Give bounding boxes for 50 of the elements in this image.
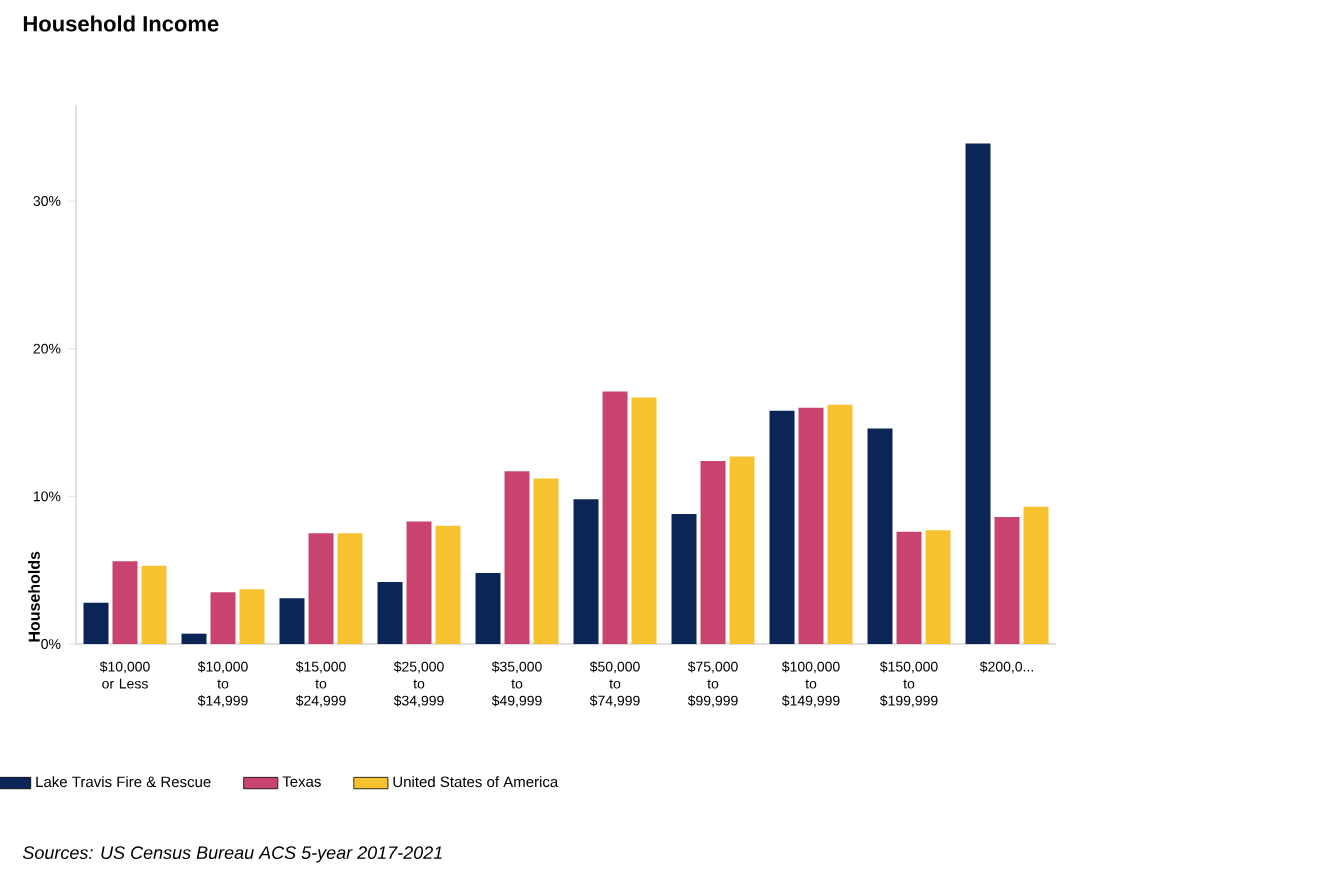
- x-tick-label: $35,000 to $49,999: [491, 661, 542, 708]
- bar: [631, 397, 657, 644]
- legend-label: Lake Travis Fire & Rescue: [36, 776, 211, 788]
- bar: [994, 517, 1020, 644]
- y-tick-label: 0%: [41, 639, 61, 649]
- x-tick-label: $10,000 or Less: [99, 661, 150, 689]
- source-note: Sources: US Census Bureau ACS 5-year 2017-2021: [22, 846, 442, 863]
- x-tick-label: $25,000 to $34,999: [393, 661, 444, 708]
- y-tick-label: 30%: [33, 196, 61, 206]
- legend-label: Texas: [282, 776, 321, 787]
- bar: [475, 573, 501, 644]
- bar: [827, 404, 853, 644]
- bar: [533, 478, 559, 644]
- x-tick-label: $75,000 to $99,999: [687, 661, 738, 708]
- x-tick-label: $200,0...: [979, 661, 1033, 674]
- bar: [729, 456, 755, 644]
- bar: [769, 410, 795, 644]
- bar: [671, 514, 697, 644]
- bar: [112, 561, 138, 644]
- bar: [377, 581, 403, 644]
- bar: [406, 521, 432, 644]
- bar: [279, 598, 305, 644]
- bar: [239, 589, 265, 644]
- chart-title: Household Income: [23, 15, 219, 32]
- bar: [896, 531, 922, 644]
- y-tick-label: 20%: [33, 343, 61, 354]
- x-tick-label: $10,000 to $14,999: [197, 661, 248, 708]
- bar: [435, 525, 461, 644]
- x-tick-label: $50,000 to $74,999: [589, 661, 640, 708]
- y-axis-title: Households: [28, 551, 40, 642]
- legend-label: United States of America: [393, 776, 559, 788]
- bar: [337, 533, 363, 644]
- bar: [504, 471, 530, 644]
- bar: [141, 565, 167, 644]
- bar: [210, 592, 236, 644]
- x-tick-label: $150,000 to $199,999: [879, 661, 938, 708]
- bar: [308, 533, 334, 644]
- bar: [798, 407, 824, 644]
- bar: [181, 633, 207, 644]
- x-tick-label: $15,000 to $24,999: [295, 661, 346, 708]
- bar: [700, 460, 726, 644]
- bar: [925, 530, 951, 644]
- bar: [1023, 506, 1049, 644]
- x-tick-label: $100,000 to $149,999: [781, 661, 840, 708]
- bar: [573, 499, 599, 644]
- bar: [965, 143, 991, 644]
- bar: [867, 428, 893, 644]
- bar: [83, 602, 109, 644]
- bar: [602, 391, 628, 644]
- y-tick-label: 10%: [33, 491, 61, 502]
